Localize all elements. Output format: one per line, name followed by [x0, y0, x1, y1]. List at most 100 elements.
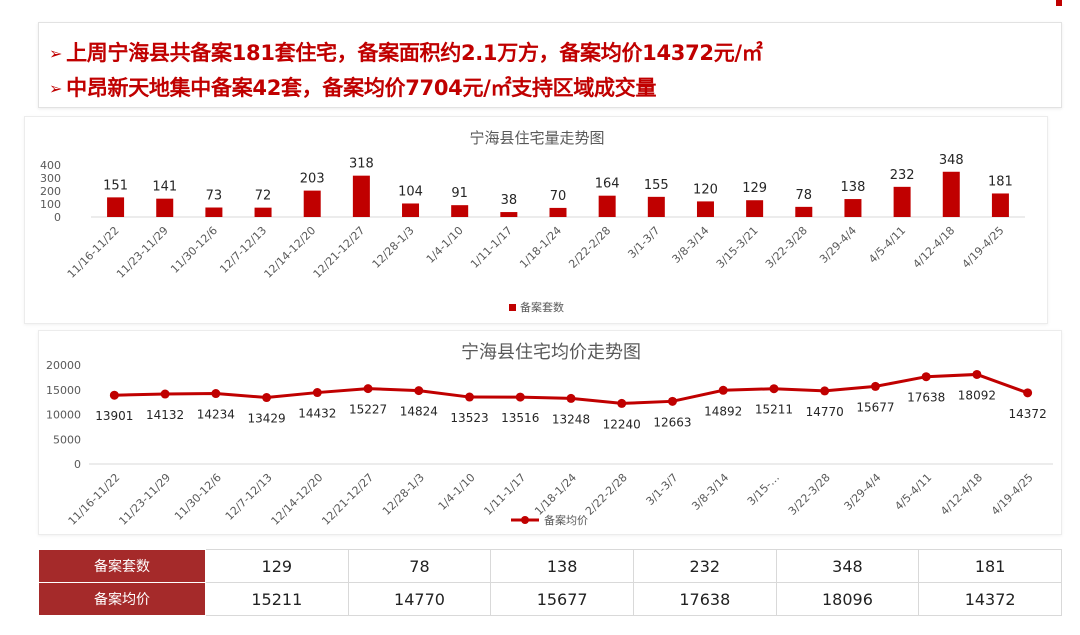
bar-value-label: 138 [841, 180, 866, 195]
x-tick-label: 12/21-12/27 [319, 471, 376, 528]
bar-value-label: 181 [988, 174, 1013, 189]
x-tick-label: 12/28-1/3 [370, 224, 417, 271]
point-value-label: 14132 [146, 408, 184, 422]
table-cell: 348 [775, 549, 920, 583]
x-tick-label: 3/22-3/28 [786, 471, 833, 518]
bar [205, 207, 223, 217]
bar-value-label: 91 [451, 186, 468, 201]
point-value-label: 12663 [653, 415, 691, 429]
x-tick-label: 3/8-3/14 [670, 224, 712, 266]
x-tick-label: 3/8-3/14 [689, 471, 731, 513]
bar [549, 207, 567, 217]
data-point [921, 372, 931, 382]
x-tick-label: 12/28-1/3 [380, 471, 427, 518]
point-value-label: 14824 [400, 405, 438, 419]
chart-title: 宁海县住宅均价走势图 [461, 342, 641, 363]
x-tick-label: 1/11-1/17 [468, 224, 515, 271]
bullet-arrow-icon: ➢ [49, 44, 63, 63]
bar [991, 193, 1009, 217]
bar-value-label: 318 [349, 157, 374, 172]
y-tick-label: 100 [40, 198, 61, 211]
table-cell: 14770 [347, 582, 492, 616]
bar-value-label: 104 [398, 184, 423, 199]
x-tick-label: 4/5-4/11 [892, 471, 934, 513]
point-value-label: 14372 [1009, 407, 1047, 421]
headline-2-text: 中昂新天地集中备案42套，备案均价7704元/㎡支持区域成交量 [66, 76, 657, 100]
data-point [312, 388, 322, 398]
x-tick-label: 4/5-4/11 [866, 224, 908, 266]
data-point [617, 398, 627, 408]
row-header-cell: 备案套数 [38, 549, 206, 583]
y-tick-label: 5000 [53, 433, 81, 446]
headline-box: ➢ 上周宁海县共备案181套住宅，备案面积约2.1万方，备案均价14372元/㎡ … [38, 22, 1062, 108]
data-point [465, 392, 475, 402]
point-value-label: 14432 [298, 407, 336, 421]
point-value-label: 12240 [603, 417, 641, 431]
x-tick-label: 11/30-12/6 [168, 224, 220, 276]
x-tick-label: 1/4-1/10 [436, 471, 478, 513]
bar-value-label: 155 [644, 178, 669, 193]
y-tick-label: 20000 [46, 359, 81, 372]
point-value-label: 15227 [349, 403, 387, 417]
corner-accent-mark [1056, 0, 1062, 6]
y-tick-label: 15000 [46, 384, 81, 397]
table-cell: 14372 [918, 582, 1062, 616]
bar [647, 196, 665, 217]
bar [795, 206, 813, 217]
bar [254, 207, 272, 217]
bar [500, 212, 518, 217]
x-tick-label: 12/7-12/13 [217, 224, 269, 276]
bar-value-label: 232 [890, 168, 915, 183]
x-tick-label: 11/23-11/29 [114, 224, 171, 281]
x-tick-label: 3/22-3/28 [763, 224, 810, 271]
point-value-label: 15211 [755, 403, 793, 417]
table-cell: 15677 [490, 582, 634, 616]
data-point [718, 385, 728, 395]
bar-value-label: 70 [550, 189, 567, 204]
x-tick-label: 12/14-12/20 [269, 471, 326, 528]
table-cell: 232 [632, 549, 777, 583]
point-value-label: 14234 [197, 408, 235, 422]
x-tick-label: 2/22-2/28 [566, 224, 613, 271]
bullet-arrow-icon: ➢ [49, 79, 63, 98]
x-tick-label: 4/19-4/25 [960, 224, 1007, 271]
data-point [870, 381, 880, 391]
bar-value-label: 203 [300, 172, 325, 187]
x-tick-label: 3/15-3/21 [714, 224, 761, 271]
bar [352, 175, 370, 217]
data-point [414, 386, 424, 396]
x-tick-label: 1/18-1/24 [517, 224, 564, 271]
bar [107, 197, 125, 217]
table-cell: 129 [205, 549, 349, 583]
data-point [262, 393, 272, 403]
point-value-label: 13901 [95, 409, 133, 423]
x-tick-label: 3/29-4/4 [817, 224, 859, 266]
bar-value-label: 141 [152, 180, 177, 195]
table-cell: 138 [490, 549, 634, 583]
y-tick-label: 200 [40, 185, 61, 198]
bar [303, 190, 321, 217]
x-tick-label: 4/12-4/18 [938, 471, 985, 518]
legend-marker [521, 516, 529, 524]
bar-value-label: 38 [501, 193, 518, 208]
x-tick-label: 1/11-1/17 [481, 471, 528, 518]
table-cell: 181 [918, 549, 1062, 583]
bar-value-label: 72 [255, 189, 272, 204]
x-tick-label: 1/18-1/24 [532, 471, 579, 518]
bar-value-label: 348 [939, 153, 964, 168]
bar [156, 198, 174, 217]
bar [746, 200, 764, 217]
x-tick-label: 11/16-11/22 [66, 471, 123, 528]
row-header-cell: 备案均价 [38, 582, 206, 616]
headline-1: ➢ 上周宁海县共备案181套住宅，备案面积约2.1万方，备案均价14372元/㎡ [49, 37, 763, 67]
data-point [769, 384, 779, 394]
x-tick-label: 11/30-12/6 [172, 471, 224, 523]
y-tick-label: 10000 [46, 409, 81, 422]
x-tick-label: 11/23-11/29 [116, 471, 173, 528]
bar [402, 203, 420, 217]
table-cell: 17638 [632, 582, 777, 616]
point-value-label: 13516 [501, 411, 539, 425]
table-cell: 78 [347, 549, 492, 583]
headline-1-text: 上周宁海县共备案181套住宅，备案面积约2.1万方，备案均价14372元/㎡ [66, 41, 763, 65]
